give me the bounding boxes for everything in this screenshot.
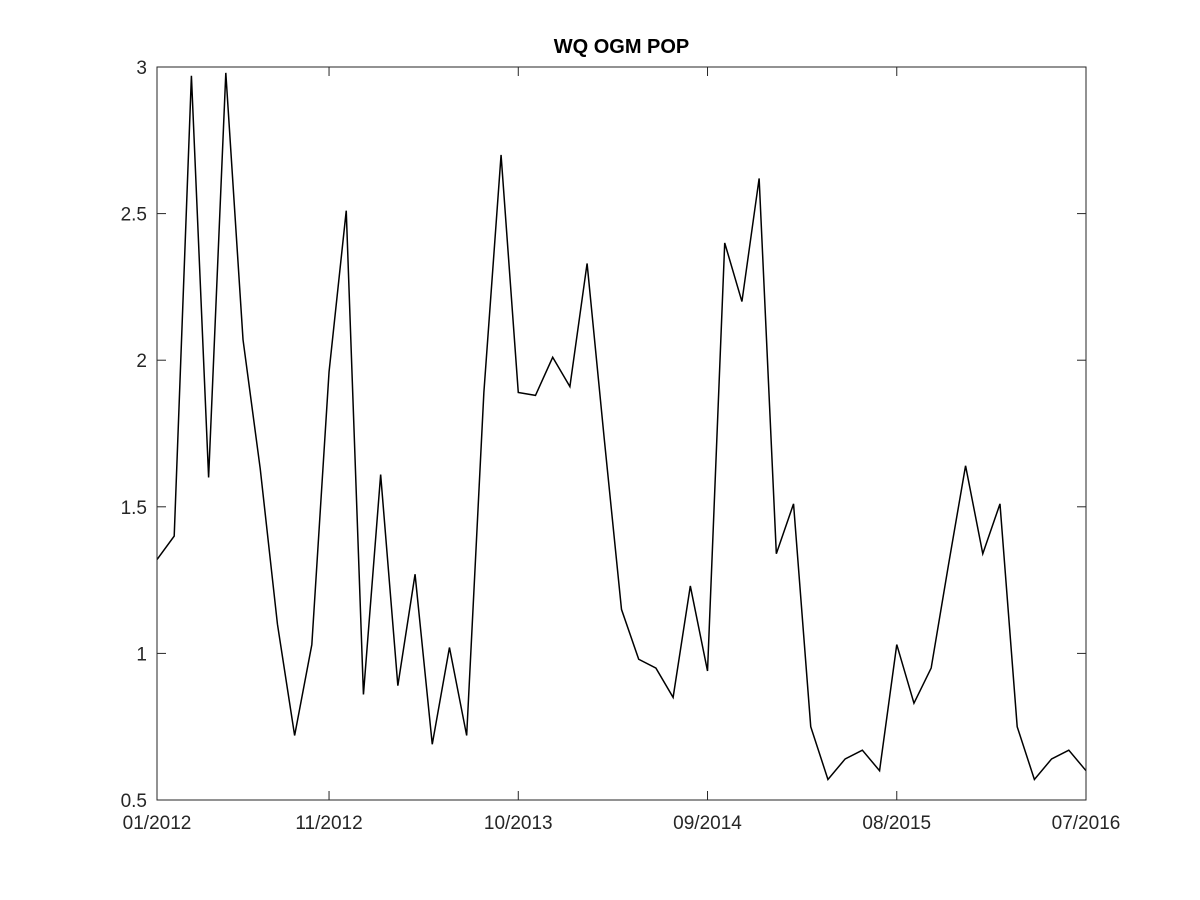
x-tick-label: 01/2012 bbox=[123, 813, 192, 834]
plot-area bbox=[157, 67, 1086, 800]
y-tick-label: 3 bbox=[136, 58, 147, 79]
y-tick-label: 1.5 bbox=[121, 498, 147, 519]
axes-box bbox=[156, 66, 1087, 801]
x-tick-label: 07/2016 bbox=[1052, 813, 1121, 834]
y-tick-label: 2 bbox=[136, 351, 147, 372]
y-tick-label: 0.5 bbox=[121, 791, 147, 812]
y-tick-label: 1 bbox=[136, 644, 147, 665]
x-tick-label: 10/2013 bbox=[484, 813, 553, 834]
series-line-0 bbox=[156, 72, 1087, 781]
chart-title: WQ OGM POP bbox=[554, 36, 690, 58]
x-tick-label: 11/2012 bbox=[295, 813, 362, 834]
y-tick-label: 2.5 bbox=[121, 205, 147, 226]
x-tick-label: 09/2014 bbox=[673, 813, 742, 834]
series-layer bbox=[156, 72, 1087, 781]
x-tick-label: 08/2015 bbox=[862, 813, 931, 834]
tick-labels: 0.5 1 1.5 2 2.5 3 01/2012 11/2012 10/2013 09/2014… bbox=[121, 58, 1121, 834]
